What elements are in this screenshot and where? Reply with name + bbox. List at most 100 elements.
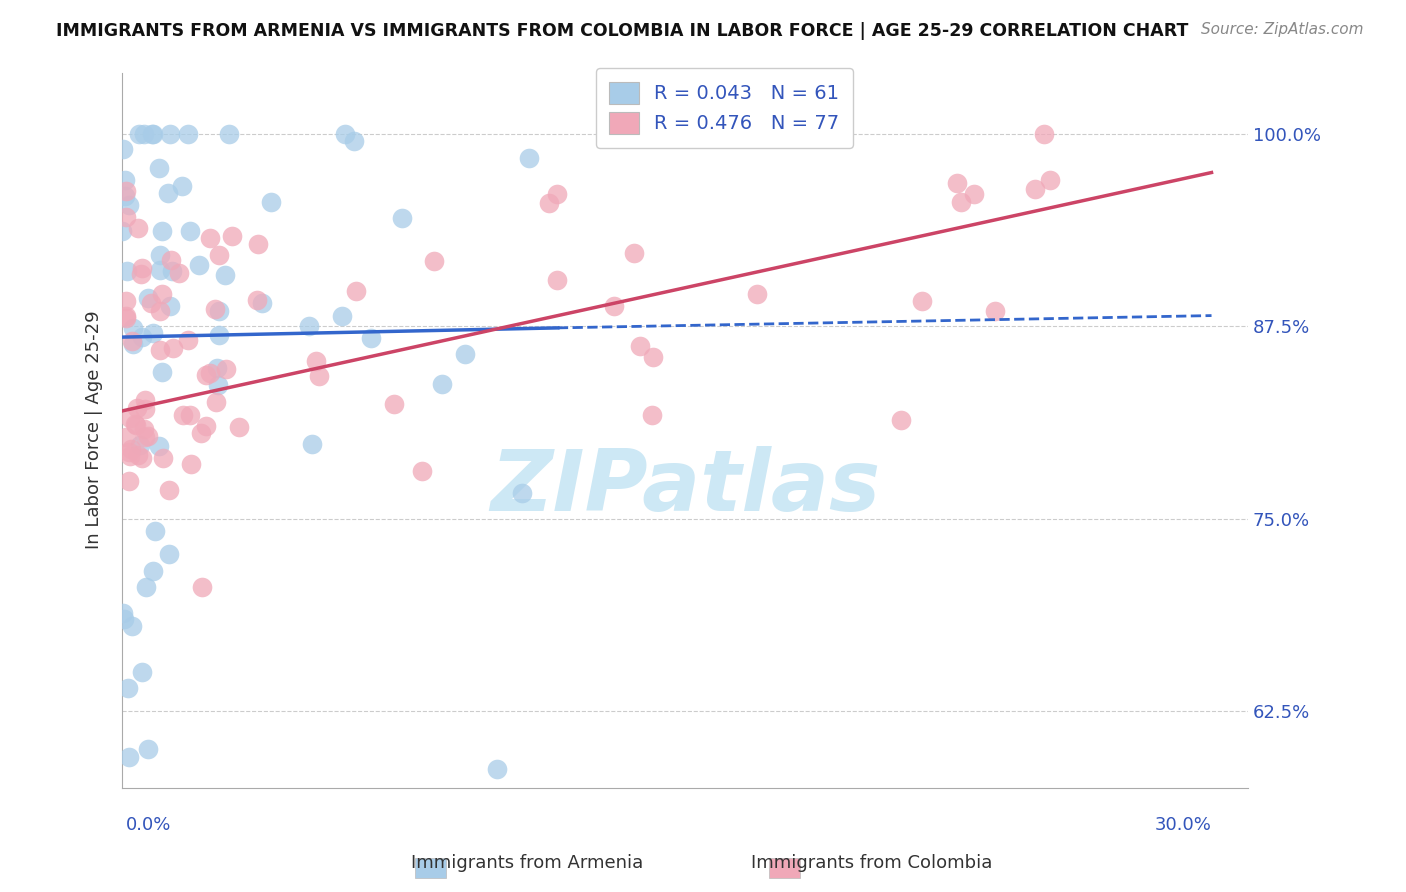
Point (114, 309, 136, 323)
Point (190, 426, 212, 441)
Point (125, 401, 148, 416)
Point (131, 665, 153, 680)
Point (260, 195, 283, 210)
Point (152, 450, 174, 465)
Point (127, 448, 149, 462)
Point (128, 127, 150, 141)
Point (172, 408, 194, 422)
Point (134, 430, 156, 444)
Point (114, 210, 136, 224)
Point (149, 304, 172, 318)
Point (160, 264, 183, 278)
Point (510, 486, 533, 500)
Point (150, 224, 173, 238)
Point (215, 362, 238, 376)
Point (159, 299, 181, 313)
Point (134, 392, 156, 407)
Point (157, 547, 180, 561)
Point (159, 253, 181, 268)
Point (121, 334, 143, 349)
Point (305, 353, 328, 368)
Text: ZIPatlas: ZIPatlas (489, 446, 880, 529)
Point (641, 408, 664, 422)
Point (228, 420, 250, 434)
Point (124, 417, 146, 432)
Point (131, 451, 153, 466)
Point (391, 211, 413, 226)
Point (205, 361, 228, 376)
Point (149, 248, 172, 262)
Text: Source: ZipAtlas.com: Source: ZipAtlas.com (1201, 22, 1364, 37)
Point (162, 341, 184, 355)
Point (114, 184, 136, 198)
Point (118, 445, 141, 459)
Point (131, 329, 153, 343)
Point (149, 343, 172, 357)
Point (121, 619, 143, 633)
Point (149, 263, 172, 277)
Point (208, 303, 231, 318)
Point (114, 188, 136, 202)
Point (120, 442, 142, 457)
Point (114, 293, 136, 308)
Point (138, 291, 160, 305)
Point (411, 464, 433, 478)
Point (1032, 127, 1054, 141)
Point (745, 287, 768, 301)
Point (114, 310, 136, 325)
Point (731, 127, 754, 141)
Text: 30.0%: 30.0% (1154, 815, 1212, 833)
Point (157, 483, 180, 497)
Point (188, 258, 211, 272)
Point (142, 564, 165, 578)
Point (177, 333, 200, 347)
Point (911, 293, 934, 308)
Point (890, 413, 912, 427)
Point (138, 429, 160, 443)
Point (623, 246, 645, 260)
Point (246, 293, 269, 308)
Point (179, 408, 201, 422)
Point (454, 347, 477, 361)
Text: Immigrants from Armenia: Immigrants from Armenia (411, 855, 644, 872)
Point (207, 378, 229, 392)
Point (122, 321, 145, 335)
Point (204, 395, 226, 409)
Point (1039, 173, 1062, 187)
Point (486, 763, 509, 777)
Text: IMMIGRANTS FROM ARMENIA VS IMMIGRANTS FROM COLOMBIA IN LABOR FORCE | AGE 25-29 C: IMMIGRANTS FROM ARMENIA VS IMMIGRANTS FR… (56, 22, 1188, 40)
Point (360, 331, 382, 345)
Point (117, 263, 139, 277)
Point (430, 377, 453, 392)
Point (148, 439, 170, 453)
Point (117, 681, 139, 695)
Point (169, 266, 191, 280)
Point (194, 368, 217, 383)
Point (112, 612, 135, 626)
Point (176, 127, 198, 141)
Point (118, 475, 141, 489)
Point (344, 284, 367, 298)
Point (118, 411, 141, 425)
Point (142, 127, 165, 141)
Point (139, 296, 162, 310)
Point (142, 326, 165, 341)
Point (984, 304, 1007, 318)
Point (134, 422, 156, 436)
Point (125, 418, 148, 433)
Text: Immigrants from Colombia: Immigrants from Colombia (751, 855, 993, 872)
Point (122, 336, 145, 351)
Point (335, 127, 357, 141)
Point (208, 328, 231, 343)
Point (111, 143, 134, 157)
Point (111, 606, 134, 620)
Point (150, 365, 173, 379)
Point (546, 273, 568, 287)
Point (118, 449, 141, 463)
Point (143, 524, 166, 539)
Point (118, 198, 141, 212)
Point (250, 296, 273, 310)
Point (628, 339, 651, 353)
Point (218, 127, 240, 141)
Point (200, 366, 222, 380)
